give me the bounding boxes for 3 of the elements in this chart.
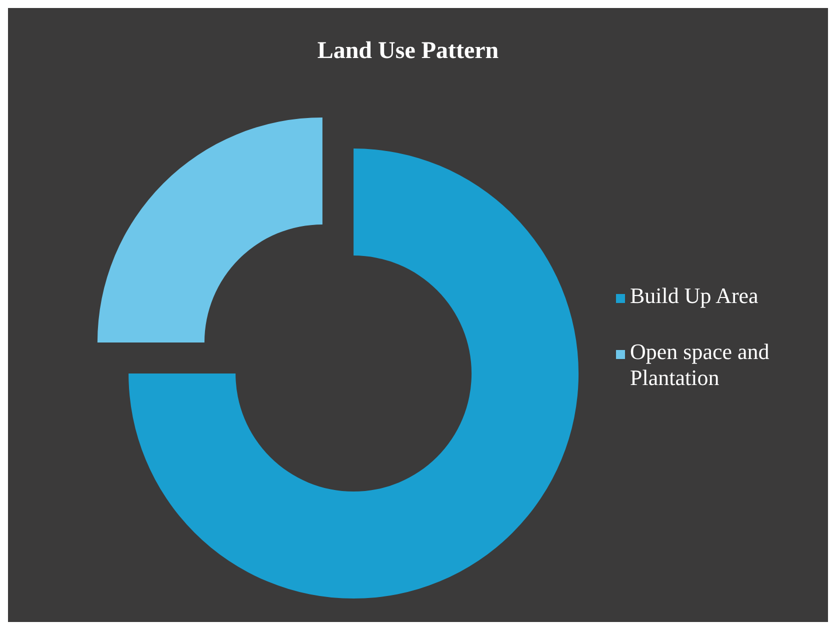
legend-label: Build Up Area (630, 283, 759, 308)
legend-label: Open space and Plantation (630, 339, 770, 390)
chart-title: Land Use Pattern (317, 38, 499, 64)
